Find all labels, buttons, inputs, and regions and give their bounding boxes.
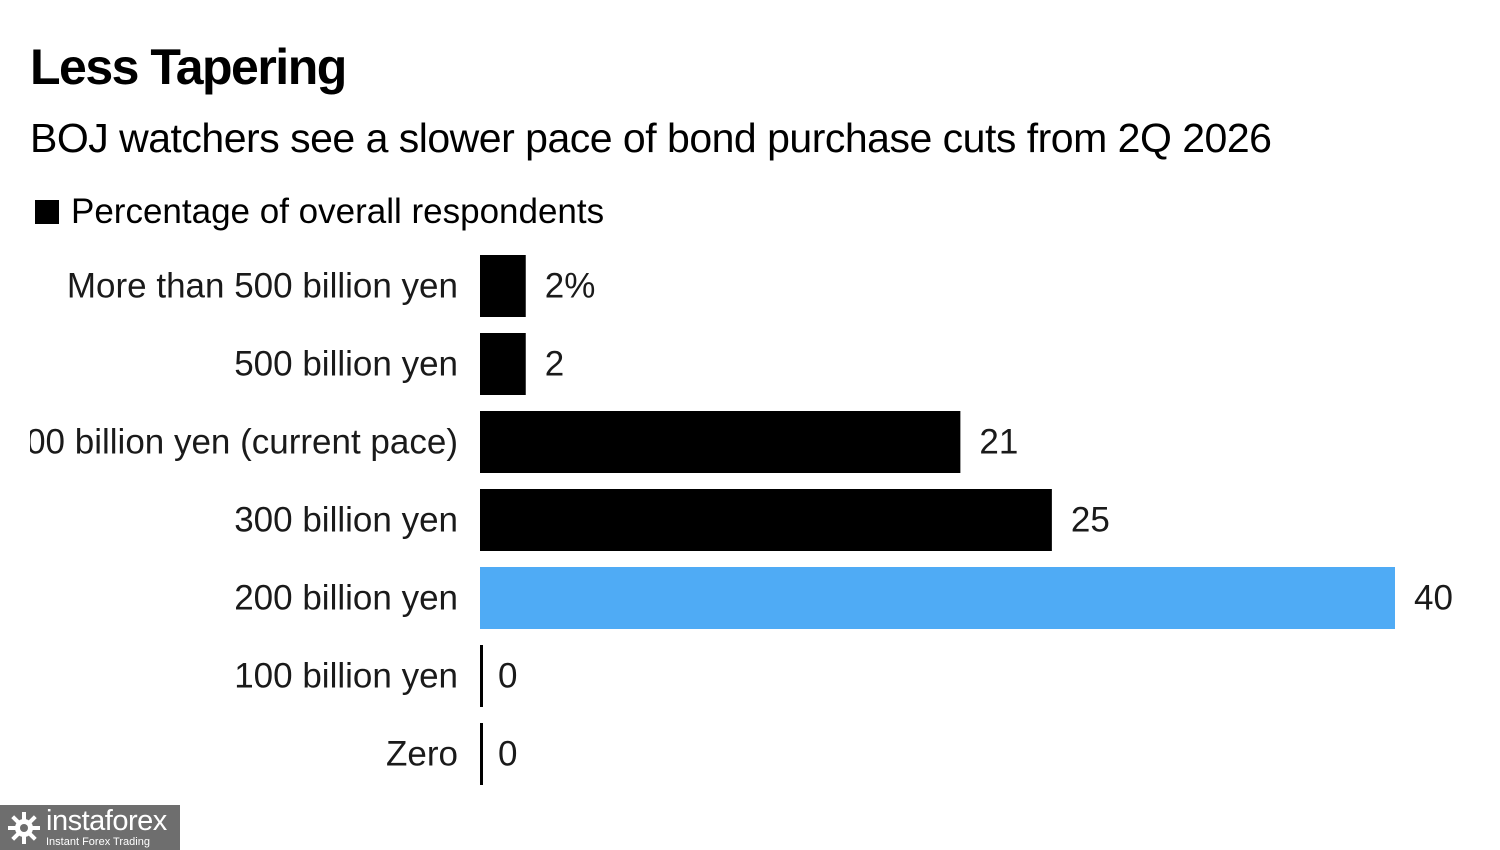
bar <box>480 567 1395 629</box>
category-label: 400 billion yen (current pace) <box>7 423 458 462</box>
chart-title: Less Tapering <box>30 39 347 95</box>
bars-layer: More than 500 billion yen 2% 500 billion y… <box>7 255 1453 785</box>
value-label: 21 <box>979 423 1018 462</box>
bar <box>480 255 526 317</box>
category-label: More than 500 billion yen <box>67 267 458 306</box>
watermark: instaforex Instant Forex Trading <box>0 805 180 850</box>
category-label: Zero <box>386 735 458 774</box>
legend-label: Percentage of overall respondents <box>71 192 605 231</box>
legend: Percentage of overall respondents <box>35 194 604 229</box>
bar <box>480 489 1052 551</box>
legend-swatch <box>35 199 59 224</box>
value-label: 2% <box>545 267 596 306</box>
bar <box>480 411 961 473</box>
category-label: 200 billion yen <box>234 579 458 618</box>
watermark-tagline: Instant Forex Trading <box>46 836 150 848</box>
bar <box>480 723 483 785</box>
bar <box>480 645 483 707</box>
bar <box>480 333 526 395</box>
value-label: 0 <box>498 735 517 774</box>
chart-subtitle: BOJ watchers see a slower pace of bond p… <box>30 115 1272 161</box>
value-label: 25 <box>1071 501 1110 540</box>
value-label: 40 <box>1414 579 1453 618</box>
watermark-brand: instaforex <box>46 805 167 837</box>
category-label: 100 billion yen <box>234 657 458 696</box>
value-label: 0 <box>498 657 517 696</box>
category-label: 300 billion yen <box>234 501 458 540</box>
gear-icon <box>8 811 40 844</box>
category-label: 500 billion yen <box>234 345 458 384</box>
value-label: 2 <box>545 345 564 384</box>
